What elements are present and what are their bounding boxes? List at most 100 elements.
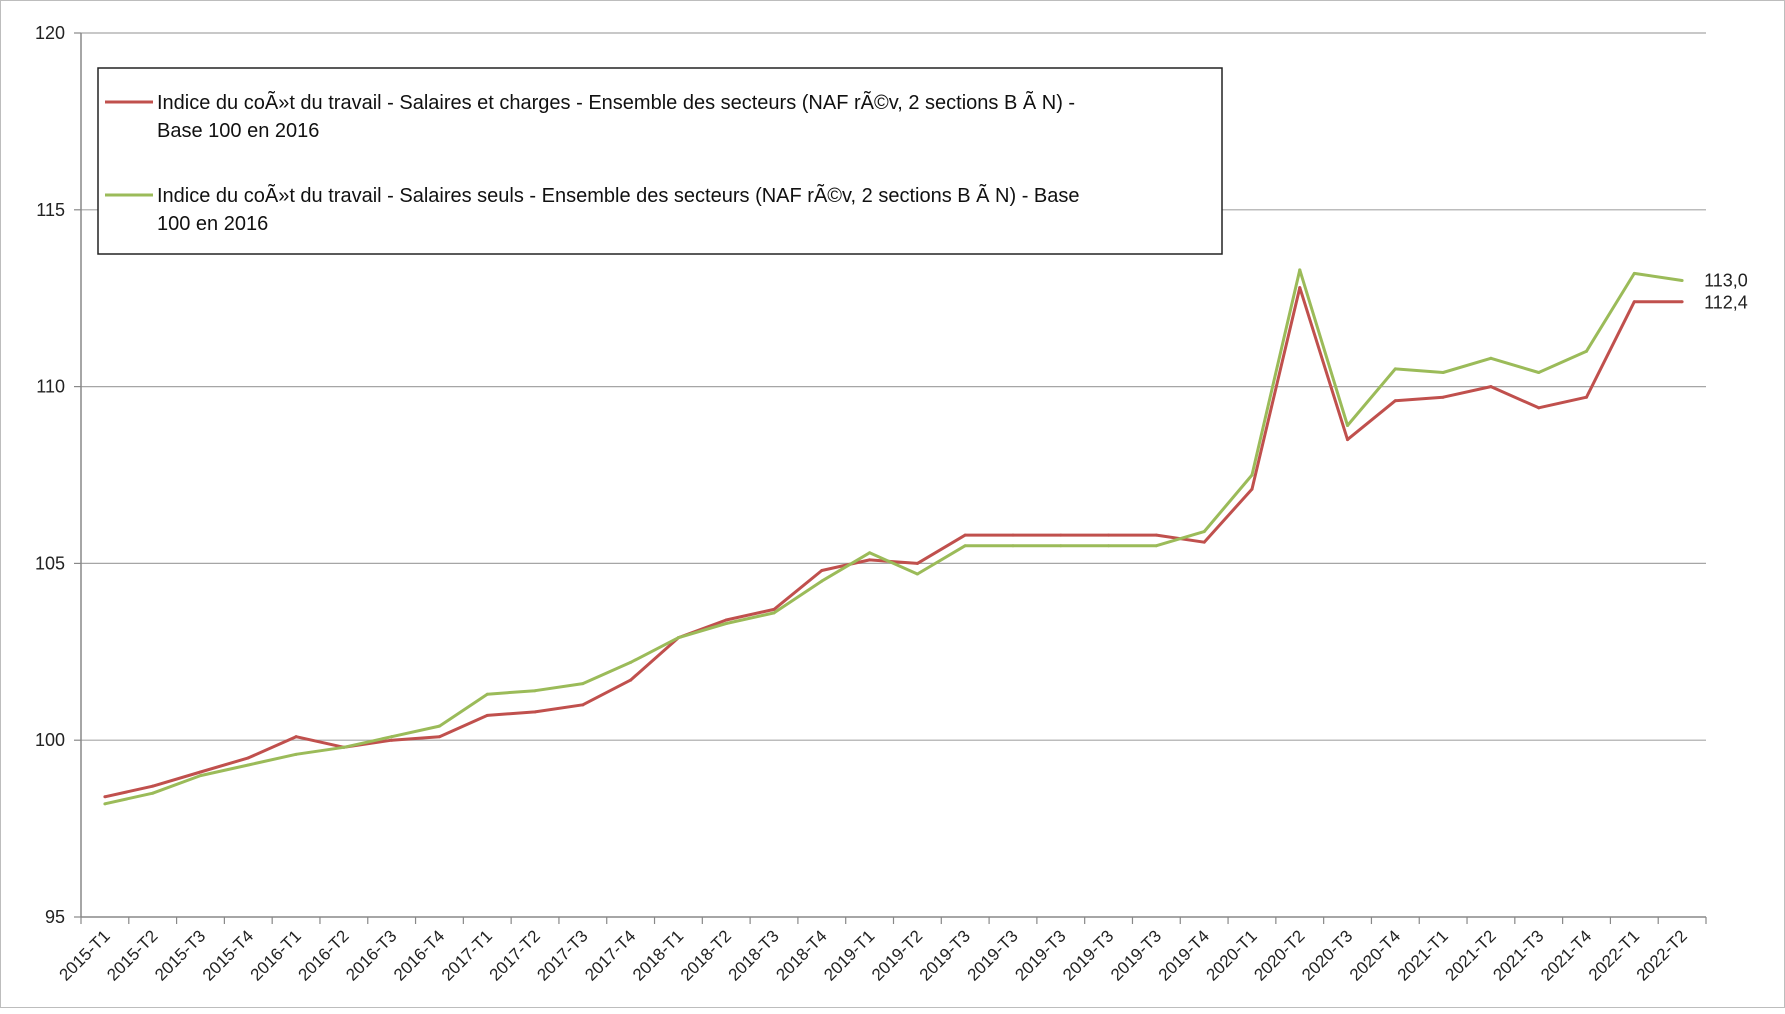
data-point: [915, 572, 919, 576]
axis-layer: [80, 33, 1706, 918]
data-point: [1632, 300, 1636, 304]
series-line-2: [104, 268, 1683, 806]
data-point: [963, 533, 967, 537]
data-point: [1537, 406, 1541, 410]
data-point: [1346, 423, 1350, 427]
x-tick-label: 2021-T1: [1394, 926, 1452, 984]
data-point: [151, 791, 155, 795]
data-point: [1059, 533, 1063, 537]
x-tick-label: 2017-T4: [581, 926, 639, 984]
x-tick-label: 2020-T4: [1346, 926, 1404, 984]
data-point: [1680, 279, 1684, 283]
y-tick-label: 105: [35, 553, 65, 573]
x-tick-label: 2022-T2: [1633, 926, 1691, 984]
data-point: [390, 738, 394, 742]
data-point: [533, 689, 537, 693]
x-tick-label: 2018-T3: [725, 926, 783, 984]
data-point: [1011, 533, 1015, 537]
data-point: [437, 735, 441, 739]
x-tick-label: 2018-T2: [677, 926, 735, 984]
data-point: [1393, 399, 1397, 403]
data-point: [342, 745, 346, 749]
data-point: [1107, 544, 1111, 548]
x-tick-label: 2015-T4: [199, 926, 257, 984]
data-point: [533, 710, 537, 714]
x-tick-label: 2021-T2: [1442, 926, 1500, 984]
x-tick-label: 2020-T2: [1250, 926, 1308, 984]
x-tick-label: 2016-T4: [390, 926, 448, 984]
grid-layer: [74, 32, 1707, 924]
data-point: [246, 763, 250, 767]
x-tick-label: 2017-T1: [438, 926, 496, 984]
data-point: [390, 735, 394, 739]
data-point: [294, 735, 298, 739]
legend-label-series-1-line-1: Indice du coÃ»t du travail - Salaires et…: [157, 90, 1075, 114]
x-tick-label: 2021-T3: [1489, 926, 1547, 984]
x-tick-label: 2019-T3: [1059, 926, 1117, 984]
data-point: [868, 558, 872, 562]
end-value-label-series-2: 113,0: [1704, 271, 1748, 291]
legend-label-series-1-line-2: Base 100 en 2016: [157, 120, 319, 142]
x-tick-label: 2018-T1: [629, 926, 687, 984]
x-tick-label: 2019-T3: [1011, 926, 1069, 984]
data-point: [915, 561, 919, 565]
series-layer: [103, 268, 1684, 806]
legend-label-series-2-line-2: 100 en 2016: [157, 213, 268, 235]
data-point: [1489, 385, 1493, 389]
data-point: [1393, 367, 1397, 371]
x-tick-label: 2017-T2: [486, 926, 544, 984]
series-line-1: [104, 286, 1683, 799]
y-tick-label: 120: [35, 23, 65, 43]
x-tick-label: 2015-T1: [56, 926, 114, 984]
data-point: [1011, 544, 1015, 548]
data-point: [1680, 300, 1684, 304]
data-point: [1250, 487, 1254, 491]
data-point: [772, 607, 776, 611]
x-tick-label: 2019-T3: [964, 926, 1022, 984]
data-point: [1346, 438, 1350, 442]
data-point: [963, 544, 967, 548]
x-tick-label: 2017-T3: [533, 926, 591, 984]
data-point: [629, 678, 633, 682]
data-point: [103, 795, 107, 799]
x-tick-label: 2021-T4: [1537, 926, 1595, 984]
data-point: [246, 756, 250, 760]
data-point: [1059, 544, 1063, 548]
data-point: [820, 579, 824, 583]
data-point: [1298, 286, 1302, 290]
data-point: [294, 752, 298, 756]
x-tick-label: 2019-T4: [1155, 926, 1213, 984]
y-tick-label: 115: [36, 200, 65, 220]
x-tick-label: 2019-T3: [916, 926, 974, 984]
data-point: [1489, 356, 1493, 360]
data-point: [1298, 268, 1302, 272]
data-point: [1537, 370, 1541, 374]
x-tick-label: 2016-T1: [247, 926, 305, 984]
data-point: [103, 802, 107, 806]
data-point: [1154, 533, 1158, 537]
legend-label-series-2-line-1: Indice du coÃ»t du travail - Salaires se…: [157, 183, 1080, 207]
data-point: [868, 551, 872, 555]
data-point: [724, 622, 728, 626]
x-tick-label: 2015-T2: [103, 926, 161, 984]
data-point: [485, 692, 489, 696]
data-point: [1250, 473, 1254, 477]
data-point: [724, 618, 728, 622]
legend: Indice du coÃ»t du travail - Salaires et…: [97, 67, 1223, 255]
data-point: [1585, 349, 1589, 353]
x-tick-label: 2016-T2: [294, 926, 352, 984]
data-point: [581, 703, 585, 707]
data-point: [1154, 544, 1158, 548]
x-tick-label: 2020-T3: [1298, 926, 1356, 984]
data-point: [581, 682, 585, 686]
data-point: [1585, 395, 1589, 399]
x-tick-labels: 2015-T12015-T22015-T32015-T42016-T12016-…: [56, 926, 1691, 984]
legend-box: [97, 67, 1223, 255]
data-point: [629, 660, 633, 664]
data-point: [1202, 530, 1206, 534]
y-tick-labels: 95 100 105 110 115 120: [35, 23, 65, 927]
data-point: [1441, 395, 1445, 399]
y-tick-label: 95: [45, 907, 65, 927]
x-tick-label: 2019-T2: [868, 926, 926, 984]
